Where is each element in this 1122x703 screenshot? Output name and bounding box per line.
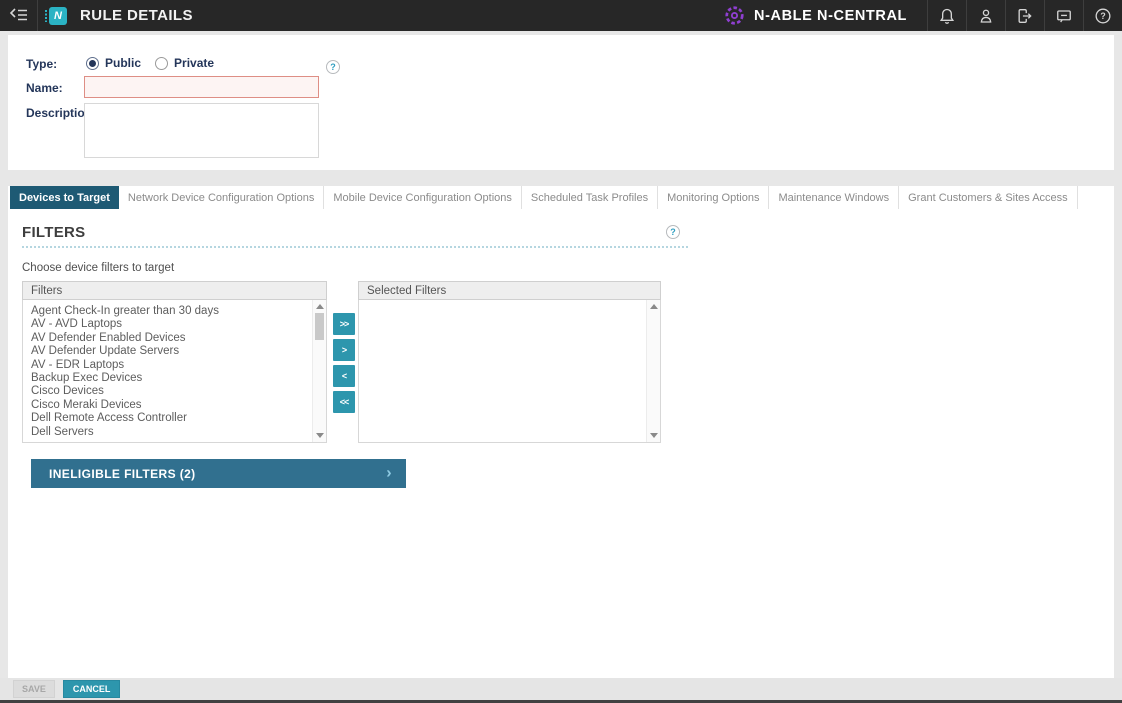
selected-filters-listbox: Selected Filters — [358, 281, 661, 443]
rule-details-form: Type: Public Private ? Name: Description… — [8, 35, 1114, 170]
feedback-button[interactable] — [1044, 0, 1083, 31]
chevron-right-icon: › — [386, 463, 392, 481]
move-all-left-button[interactable]: << — [333, 391, 355, 413]
list-item[interactable]: Backup Exec Devices — [31, 372, 143, 385]
help-button[interactable]: ? — [1083, 0, 1122, 31]
type-radio-group: Public Private — [86, 56, 228, 70]
scrollbar[interactable] — [312, 300, 326, 442]
brand: N-ABLE N-CENTRAL — [723, 4, 907, 27]
help-icon: ? — [1095, 8, 1111, 23]
tab-monitoring-options[interactable]: Monitoring Options — [658, 186, 770, 209]
collapse-menu-button[interactable] — [0, 0, 38, 31]
name-input[interactable] — [84, 76, 319, 98]
tab-network-device-configuration-options[interactable]: Network Device Configuration Options — [118, 186, 325, 209]
list-item[interactable]: Agent Check-In greater than 30 days — [31, 305, 219, 317]
list-item[interactable]: Dell Servers — [31, 425, 94, 438]
description-label: Description: — [26, 106, 97, 120]
nable-gear-logo-icon — [725, 6, 744, 25]
transfer-buttons: >> > < << — [333, 313, 355, 413]
available-filters-listbox: Filters Agent Check-In greater than 30 d… — [22, 281, 327, 443]
bell-icon — [939, 8, 955, 24]
list-item[interactable]: AV - AVD Laptops — [31, 318, 122, 331]
type-label: Type: — [26, 57, 58, 71]
list-item[interactable]: Dell Remote Access Controller — [31, 412, 187, 425]
filters-help-icon[interactable]: ? — [666, 225, 680, 239]
list-item[interactable]: Cisco Devices — [31, 385, 104, 398]
scroll-up-icon[interactable] — [316, 304, 324, 309]
list-item[interactable]: AV - EDR Laptops — [31, 358, 125, 371]
scroll-thumb[interactable] — [315, 313, 324, 340]
radio-private[interactable] — [155, 56, 169, 70]
scroll-down-icon[interactable] — [316, 433, 324, 438]
brand-text: N-ABLE N-CENTRAL — [754, 7, 907, 24]
scroll-down-icon[interactable] — [650, 433, 658, 438]
list-item[interactable]: AV Defender Update Servers — [31, 345, 180, 358]
scroll-up-icon[interactable] — [650, 304, 658, 309]
collapse-menu-icon — [9, 7, 27, 20]
radio-private-label[interactable]: Private — [174, 56, 215, 70]
tab-mobile-device-configuration-options[interactable]: Mobile Device Configuration Options — [324, 186, 522, 209]
available-filters-items: Agent Check-In greater than 30 days AV - … — [23, 300, 326, 439]
available-filters-list[interactable]: Agent Check-In greater than 30 days AV - … — [22, 300, 327, 443]
name-label: Name: — [26, 81, 63, 95]
tab-bar: Devices to Target Network Device Configu… — [8, 186, 1114, 209]
move-right-button[interactable]: > — [333, 339, 355, 361]
scrollbar[interactable] — [646, 300, 660, 442]
available-filters-header: Filters — [22, 281, 327, 300]
ncentral-logo: N — [49, 6, 67, 25]
selected-filters-items — [359, 300, 660, 305]
tab-devices-to-target[interactable]: Devices to Target — [10, 186, 119, 209]
main-panel: Devices to Target Network Device Configu… — [8, 186, 1114, 678]
move-left-button[interactable]: < — [333, 365, 355, 387]
type-help-icon[interactable]: ? — [326, 60, 340, 74]
list-item[interactable]: AV Defender Enabled Devices — [31, 331, 186, 344]
tab-scheduled-task-profiles[interactable]: Scheduled Task Profiles — [521, 186, 659, 209]
section-divider — [22, 246, 688, 248]
radio-public-label[interactable]: Public — [105, 56, 142, 70]
svg-text:?: ? — [1100, 11, 1105, 21]
notifications-button[interactable] — [927, 0, 966, 31]
selected-filters-header: Selected Filters — [358, 281, 661, 300]
logout-button[interactable] — [1005, 0, 1044, 31]
filters-heading: FILTERS — [22, 224, 86, 241]
tab-maintenance-windows[interactable]: Maintenance Windows — [769, 186, 900, 209]
chat-bubble-icon — [1057, 9, 1071, 22]
save-button[interactable]: SAVE — [13, 680, 55, 698]
user-icon — [980, 9, 992, 23]
logout-icon — [1018, 8, 1032, 23]
page-title: RULE DETAILS — [80, 7, 193, 24]
tab-grant-customers-sites-access[interactable]: Grant Customers & Sites Access — [899, 186, 1078, 209]
radio-public[interactable] — [86, 56, 99, 70]
footer-bar: SAVE CANCEL — [0, 678, 1122, 703]
user-account-button[interactable] — [966, 0, 1005, 31]
selected-filters-list[interactable] — [358, 300, 661, 443]
cancel-button[interactable]: CANCEL — [62, 680, 121, 698]
move-all-right-button[interactable]: >> — [333, 313, 355, 335]
filters-instruction: Choose device filters to target — [22, 262, 175, 274]
ineligible-filters-label: INELIGIBLE FILTERS (2) — [49, 466, 196, 481]
ncentral-logo-icon: N — [49, 6, 67, 25]
ineligible-filters-expander[interactable]: INELIGIBLE FILTERS (2) › — [31, 459, 406, 488]
description-textarea[interactable] — [84, 103, 319, 158]
list-item[interactable]: Cisco Meraki Devices — [31, 398, 142, 411]
top-bar: N RULE DETAILS N-ABLE N-CENTRAL — [0, 0, 1122, 31]
